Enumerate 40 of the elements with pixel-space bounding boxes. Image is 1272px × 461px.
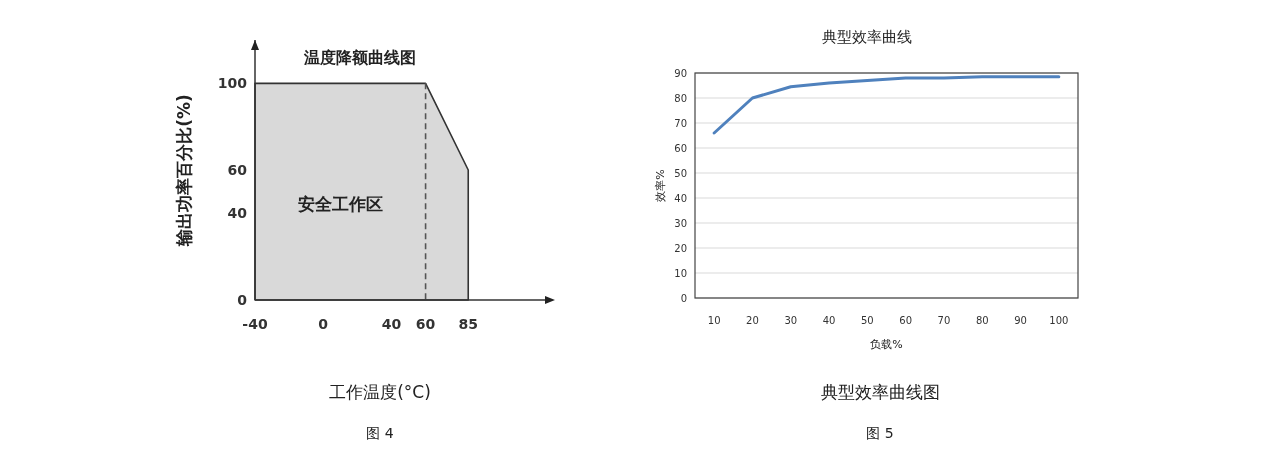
x-tick-label: 40 (381, 316, 402, 332)
caption: 图 5 (866, 425, 894, 441)
x-tick-label: 100 (1049, 315, 1069, 326)
y-axis-title: 效率% (654, 169, 667, 202)
x-tick-label: 60 (899, 315, 913, 326)
x-tick-label: 90 (1014, 315, 1027, 326)
text: 温度降额曲线图 (303, 48, 416, 67)
caption: 图 4 (366, 425, 394, 441)
x-tick-label: 60 (415, 316, 436, 332)
x-tick-label: 70 (937, 315, 951, 326)
y-tick-label: 30 (674, 217, 687, 229)
y-tick-label: 90 (674, 67, 687, 79)
y-tick-label: 0 (680, 292, 687, 304)
x-axis-title: 工作温度(°C) (329, 382, 431, 402)
x-tick-label: 50 (860, 315, 874, 326)
y-tick-label: 20 (674, 242, 687, 254)
x-tick-label: 40 (822, 315, 836, 326)
x-tick-label: 80 (975, 315, 989, 326)
y-tick-label: 40 (227, 205, 248, 222)
x-tick-label: 10 (707, 315, 721, 326)
text: 典型效率曲线图 (820, 382, 940, 402)
y-tick-label: 60 (227, 161, 248, 178)
y-tick-label: 0 (237, 291, 248, 308)
y-tick-label: 80 (674, 92, 687, 104)
y-axis-title: 输出功率百分比(%) (174, 94, 194, 247)
x-tick-label: 20 (746, 315, 759, 326)
y-tick-label: 60 (674, 142, 687, 154)
chart-title: 典型效率曲线 (822, 28, 912, 46)
y-tick-label: 50 (674, 167, 687, 179)
y-tick-label: 10 (674, 267, 687, 279)
line-series (712, 75, 1061, 135)
x-axis-title: 负载% (870, 338, 903, 351)
x-tick-label: -40 (242, 316, 268, 332)
y-tick-label: 40 (674, 192, 687, 204)
y-tick-label: 70 (674, 117, 687, 129)
x-tick-label: 30 (784, 315, 798, 326)
x-tick-label: 0 (318, 316, 329, 332)
y-tick-label: 100 (217, 75, 248, 92)
x-tick-label: 85 (458, 316, 478, 332)
annotation: 安全工作区 (297, 194, 383, 214)
